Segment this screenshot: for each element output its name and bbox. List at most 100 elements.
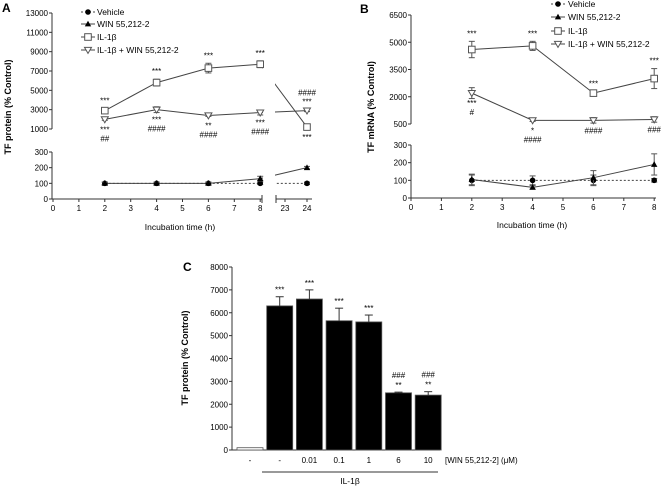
data-point	[257, 180, 264, 187]
legend-label: Vehicle	[568, 0, 596, 9]
data-point	[528, 117, 537, 125]
y-tick-label: 200	[394, 159, 408, 168]
y-tick-label: 300	[35, 148, 49, 157]
category-label: -	[278, 456, 281, 465]
data-point	[152, 106, 161, 115]
x-tick-label: 3	[500, 203, 505, 212]
x-axis-label: Incubation time (h)	[145, 222, 216, 232]
x-tick-label: 7	[232, 204, 237, 213]
data-point	[101, 106, 109, 115]
legend-label: IL-1β + WIN 55,212-2	[568, 39, 650, 49]
series-line-1	[471, 163, 655, 188]
significance-label: ***	[364, 304, 373, 313]
data-point	[255, 109, 265, 117]
x-tick-label: 8	[652, 203, 657, 212]
x-tick-label: 0	[409, 203, 414, 212]
y-tick-label: 200	[35, 164, 49, 173]
x-tick-label: 2	[103, 204, 108, 213]
x-tick-label: 0	[51, 204, 56, 213]
significance-label: ###	[392, 371, 406, 380]
significance-label: ***	[589, 80, 598, 89]
significance-label: ###	[422, 371, 436, 380]
panel-letter: A	[2, 1, 11, 15]
panel-letter: B	[360, 2, 369, 16]
significance-label: ***	[152, 116, 161, 125]
significance-label: ####	[200, 130, 218, 139]
x-tick-label: 4	[154, 204, 159, 213]
category-label: 0.01	[302, 456, 318, 465]
significance-label: ***	[302, 133, 311, 142]
significance-label: ####	[251, 128, 269, 137]
data-point	[100, 116, 110, 124]
category-label: 1	[367, 456, 372, 465]
legend-marker	[83, 46, 93, 55]
legend-marker	[554, 13, 562, 20]
category-label: 10	[424, 456, 433, 465]
x-axis-label: Incubation time (h)	[497, 220, 568, 230]
y-tick-label: 6000	[210, 309, 228, 318]
significance-label: ***	[256, 49, 265, 58]
y-tick-label: 2000	[210, 400, 228, 409]
y-tick-label: 5000	[389, 38, 407, 47]
legend-label: IL-1β	[568, 26, 588, 36]
data-point	[256, 60, 264, 69]
x-tick-label: 8	[258, 204, 263, 213]
x-tick-label: 5	[180, 204, 185, 213]
x-tick-label: 24	[303, 204, 312, 213]
y-tick-label: 13000	[26, 9, 49, 18]
y-tick-label: 3000	[210, 377, 228, 386]
legend-label: IL-1β + WIN 55,212-2	[97, 45, 179, 55]
significance-label: ***	[302, 98, 311, 107]
category-label: 0.1	[334, 456, 346, 465]
bar	[414, 394, 442, 451]
x-tick-label: 6	[591, 203, 596, 212]
x-tick-label: 6	[206, 204, 211, 213]
significance-label: ***	[100, 125, 109, 134]
data-point	[529, 184, 536, 190]
data-point	[650, 74, 659, 83]
legend-marker	[84, 33, 92, 41]
legend-marker	[85, 9, 91, 15]
category-label: 6	[396, 456, 401, 465]
legend-label: WIN 55,212-2	[97, 19, 150, 29]
significance-label: ####	[585, 126, 603, 135]
y-tick-label: 100	[394, 176, 408, 185]
y-tick-label: 7000	[30, 67, 48, 76]
x-tick-label: 1	[439, 203, 444, 212]
y-tick-label: 2000	[389, 93, 407, 102]
legend-label: Vehicle	[97, 7, 125, 17]
x-tick-label: 1	[77, 204, 82, 213]
category-label: -	[249, 456, 252, 465]
bar	[295, 298, 323, 451]
y-tick-label: 3000	[30, 106, 48, 115]
significance-label: ***	[467, 99, 476, 108]
significance-label: ###	[648, 125, 662, 134]
y-tick-label: 4000	[210, 355, 228, 364]
x-tick-label: 7	[622, 203, 627, 212]
significance-label: ####	[298, 89, 316, 98]
y-tick-label: 3500	[389, 66, 407, 75]
y-tick-label: 1000	[30, 125, 48, 134]
data-point	[467, 90, 477, 98]
y-axis-label: TF protein (% Control)	[180, 311, 190, 406]
legend-marker	[553, 40, 563, 49]
y-tick-label: 5000	[30, 86, 48, 95]
significance-label: ***	[467, 29, 476, 38]
y-tick-label: 100	[35, 179, 49, 188]
category-axis-label: [WIN 55,212-2] (μM)	[445, 456, 518, 465]
significance-label: **	[205, 121, 211, 130]
data-point	[651, 161, 658, 167]
data-point	[649, 116, 659, 124]
data-point	[651, 177, 657, 184]
significance-label: **	[425, 381, 431, 390]
y-tick-label: 8000	[210, 263, 228, 272]
data-point	[101, 180, 108, 186]
significance-label: **	[395, 381, 401, 390]
significance-label: ***	[100, 97, 109, 106]
significance-label: *	[531, 126, 534, 135]
legend-marker	[555, 1, 561, 7]
significance-label: ####	[148, 125, 166, 134]
x-tick-label: 23	[281, 204, 290, 213]
data-point	[590, 174, 597, 181]
x-tick-label: 3	[128, 204, 133, 213]
